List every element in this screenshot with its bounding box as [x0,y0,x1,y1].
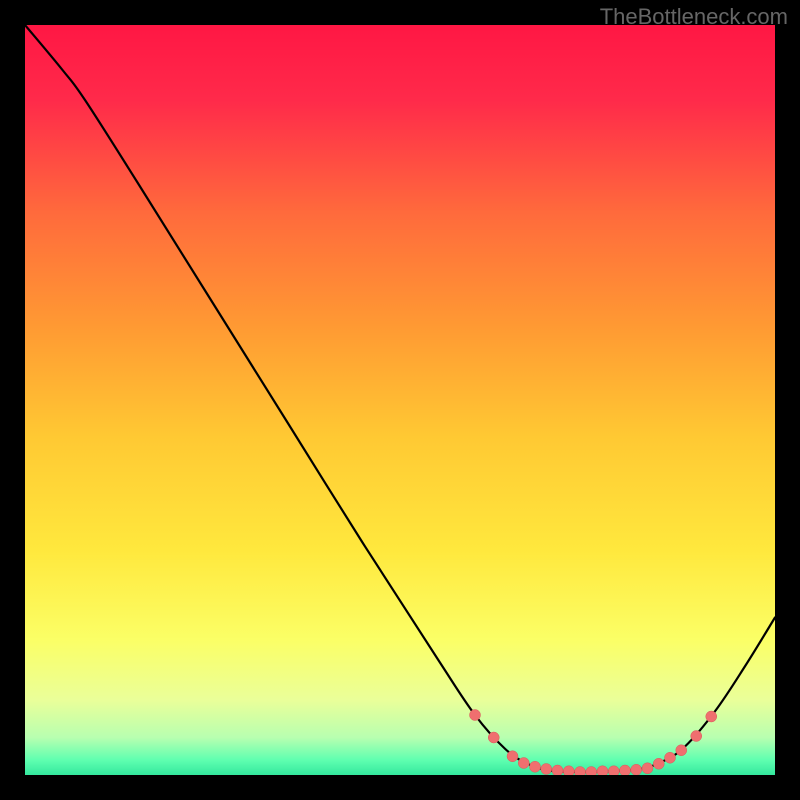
marker-group [470,710,717,776]
marker-point [597,766,608,775]
marker-point [507,751,518,762]
marker-point [586,767,597,776]
marker-point [470,710,481,721]
marker-point [563,766,574,775]
marker-point [691,731,702,742]
marker-point [665,752,676,763]
marker-point [642,763,653,774]
marker-point [706,711,717,722]
marker-point [541,764,552,775]
marker-point [676,745,687,756]
plot-area [25,25,775,775]
marker-point [488,732,499,743]
marker-point [530,761,541,772]
bottleneck-curve [25,25,775,772]
watermark-text: TheBottleneck.com [600,4,788,30]
curve-layer [25,25,775,775]
marker-point [518,758,529,769]
marker-point [631,764,642,775]
marker-point [575,767,586,776]
marker-point [608,766,619,775]
marker-point [552,765,563,775]
marker-point [653,758,664,769]
marker-point [620,765,631,775]
